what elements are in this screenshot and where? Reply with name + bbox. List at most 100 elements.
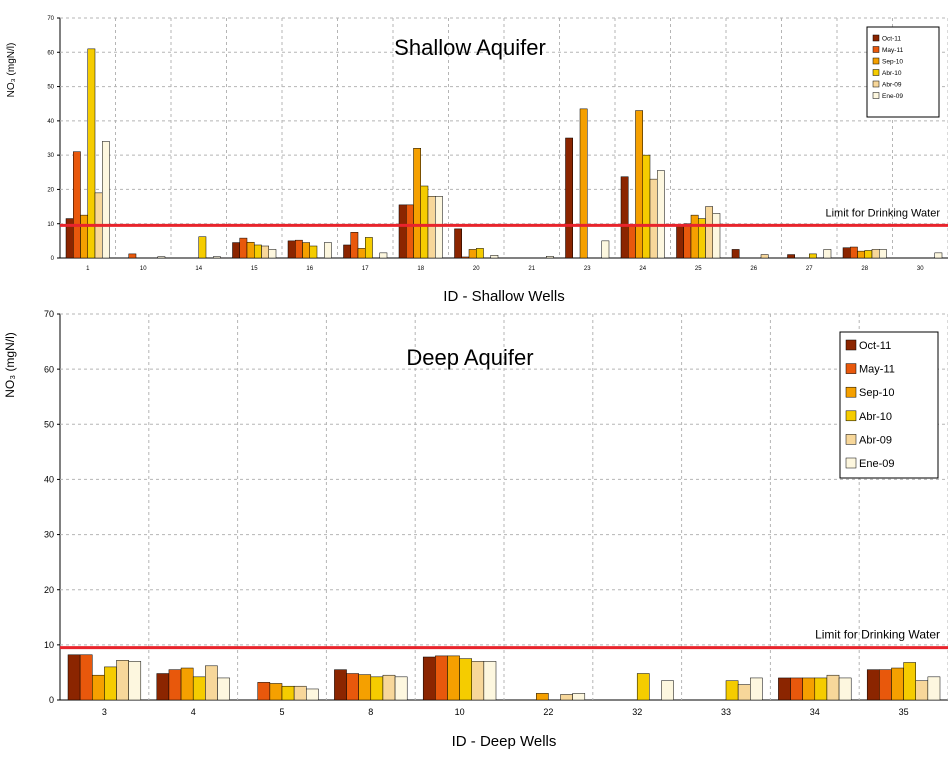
legend-label: May-11 bbox=[882, 47, 904, 54]
bar-ene-09 bbox=[128, 661, 142, 701]
bar-abr-10 bbox=[864, 250, 873, 259]
bar-oct-11 bbox=[787, 254, 795, 259]
legend-swatch bbox=[872, 69, 880, 76]
bar-abr-10 bbox=[725, 680, 739, 701]
y-tick-label: 10 bbox=[47, 222, 54, 228]
x-tick-label: 27 bbox=[806, 266, 813, 272]
y-tick-label: 0 bbox=[49, 695, 54, 705]
x-tick-label: 24 bbox=[639, 266, 646, 272]
x-tick-label: 10 bbox=[455, 707, 465, 717]
bar-ene-09 bbox=[268, 249, 277, 259]
x-tick-label: 25 bbox=[695, 266, 702, 272]
bar-may-11 bbox=[346, 673, 359, 701]
bar-oct-11 bbox=[842, 247, 851, 259]
bar-sep-10 bbox=[80, 214, 88, 259]
bar-sep-10 bbox=[447, 655, 460, 701]
shallow-aquifer-chart: 0 10 20 30 40 50 60 70 1 10 14 15 16 17 18 20 21 23 24 25 26… bbox=[6, 16, 948, 305]
bar-oct-11 bbox=[398, 204, 407, 259]
bar-oct-11 bbox=[334, 669, 347, 701]
x-tick-label: 23 bbox=[584, 266, 591, 272]
x-tick-label: 15 bbox=[251, 266, 258, 272]
y-tick-label: 40 bbox=[44, 475, 54, 485]
bar-abr-10 bbox=[254, 244, 262, 259]
bar-abr-10 bbox=[87, 48, 96, 259]
bar-may-11 bbox=[435, 655, 448, 701]
chart-title: Shallow Aquifer bbox=[394, 35, 546, 60]
bar-abr-10 bbox=[192, 676, 206, 701]
bar-sep-10 bbox=[690, 214, 699, 259]
bar-abr-10 bbox=[420, 185, 429, 259]
bar-may-11 bbox=[879, 669, 892, 701]
bar-abr-10 bbox=[104, 666, 117, 701]
x-tick-label: 32 bbox=[632, 707, 642, 717]
y-tick-label: 60 bbox=[47, 50, 54, 56]
bar-ene-09 bbox=[712, 213, 721, 259]
bar-may-11 bbox=[461, 256, 470, 259]
legend-swatch bbox=[872, 57, 880, 65]
bar-oct-11 bbox=[778, 677, 791, 701]
bar-sep-10 bbox=[302, 242, 310, 259]
x-tick-label: 4 bbox=[191, 707, 196, 717]
bar-oct-11 bbox=[422, 656, 436, 701]
bar-abr-10 bbox=[309, 245, 318, 259]
bar-sep-10 bbox=[802, 677, 816, 701]
y-tick-label: 60 bbox=[44, 364, 54, 374]
bar-abr-09 bbox=[705, 206, 713, 259]
bar-abr-09 bbox=[471, 661, 485, 701]
legend-label: Oct-11 bbox=[859, 340, 891, 352]
y-tick-label: 10 bbox=[44, 640, 54, 650]
bar-oct-11 bbox=[343, 244, 351, 259]
limit-label: Limit for Drinking Water bbox=[825, 207, 940, 219]
bar-abr-09 bbox=[760, 254, 769, 259]
legend-swatch bbox=[872, 92, 880, 99]
bar-sep-10 bbox=[579, 108, 588, 259]
bar-may-11 bbox=[257, 682, 271, 701]
legend-label: Sep-10 bbox=[859, 387, 894, 399]
bar-ene-09 bbox=[879, 249, 887, 259]
bar-sep-10 bbox=[413, 148, 421, 259]
bar-ene-09 bbox=[217, 677, 230, 701]
legend-label: May-11 bbox=[859, 364, 895, 376]
bar-abr-09 bbox=[261, 245, 269, 259]
y-tick-label: 70 bbox=[47, 16, 54, 22]
limit-label: Limit for Drinking Water bbox=[815, 628, 940, 642]
bar-ene-09 bbox=[838, 677, 852, 701]
bar-ene-09 bbox=[483, 661, 497, 701]
bar-ene-09 bbox=[435, 196, 443, 259]
bar-oct-11 bbox=[454, 228, 462, 259]
legend-label: Ene-09 bbox=[859, 458, 894, 470]
legend-label: Abr-10 bbox=[882, 70, 902, 77]
bar-ene-09 bbox=[379, 252, 388, 259]
bar-abr-10 bbox=[365, 237, 373, 259]
x-tick-label: 35 bbox=[899, 707, 909, 717]
bar-abr-10 bbox=[903, 662, 916, 701]
legend-swatch bbox=[872, 46, 880, 53]
y-tick-label: 40 bbox=[47, 119, 54, 125]
x-tick-label: 14 bbox=[195, 266, 202, 272]
bar-abr-09 bbox=[915, 680, 929, 701]
bar-sep-10 bbox=[357, 248, 366, 259]
x-tick-label: 3 bbox=[102, 707, 107, 717]
x-tick-label: 20 bbox=[473, 266, 480, 272]
bar-may-11 bbox=[628, 225, 636, 259]
x-axis-title: ID - Shallow Wells bbox=[443, 288, 564, 305]
y-tick-label: 20 bbox=[44, 585, 54, 595]
bar-oct-11 bbox=[565, 137, 573, 259]
bar-ene-09 bbox=[750, 677, 763, 701]
x-tick-label: 10 bbox=[140, 266, 147, 272]
bar-oct-11 bbox=[156, 673, 170, 701]
bar-abr-09 bbox=[205, 665, 218, 701]
bar-abr-10 bbox=[814, 677, 828, 701]
legend-box bbox=[839, 331, 939, 479]
bar-may-11 bbox=[295, 239, 303, 259]
bar-ene-09 bbox=[572, 693, 586, 701]
bar-may-11 bbox=[406, 204, 414, 259]
y-tick-label: 30 bbox=[47, 153, 54, 159]
x-tick-label: 1 bbox=[86, 266, 90, 272]
bar-abr-09 bbox=[871, 249, 880, 259]
x-tick-label: 16 bbox=[306, 266, 313, 272]
legend-swatch bbox=[845, 410, 857, 422]
bar-may-11 bbox=[350, 232, 359, 259]
bar-abr-10 bbox=[198, 236, 207, 259]
bar-sep-10 bbox=[269, 683, 283, 701]
